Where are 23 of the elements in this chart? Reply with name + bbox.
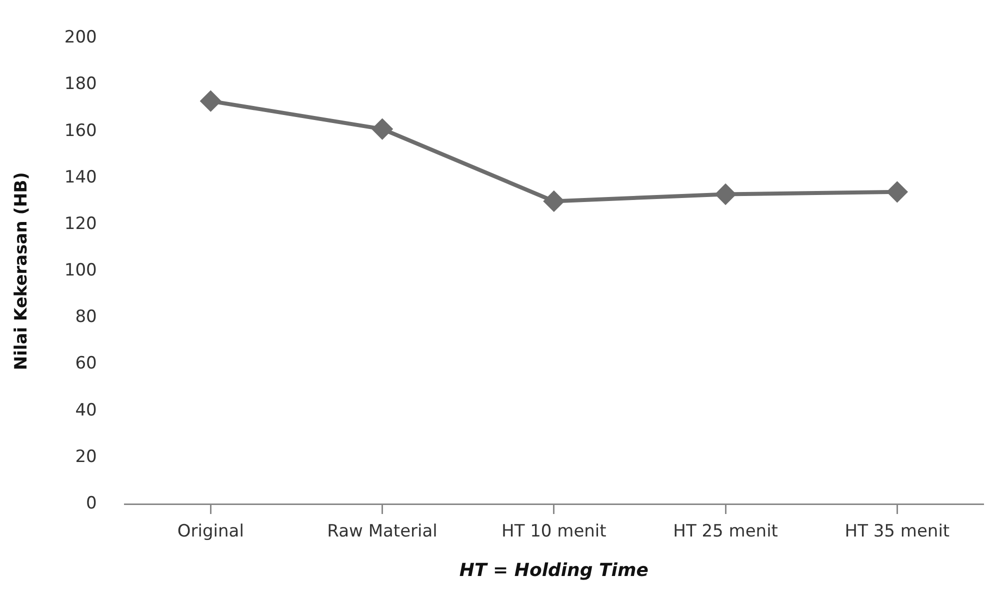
x-tick-label: HT 35 menit xyxy=(844,522,950,542)
x-tick-label: Raw Material xyxy=(327,522,438,542)
x-tick-label: Original xyxy=(177,522,244,542)
point xyxy=(716,184,736,204)
point xyxy=(372,119,392,140)
y-tick-label: 20 xyxy=(75,446,97,467)
x-axis-title: HT = Holding Time xyxy=(459,560,648,581)
point xyxy=(887,182,908,202)
y-tick-label: 200 xyxy=(64,28,97,48)
y-tick-label: 80 xyxy=(75,307,97,328)
y-tick-label: 120 xyxy=(64,214,97,234)
y-axis-title: Nilai Kekerasan (HB) xyxy=(12,172,32,370)
point xyxy=(544,191,564,212)
y-tick-label: 140 xyxy=(64,167,97,188)
y-tick-label: 60 xyxy=(75,354,97,374)
point xyxy=(200,91,221,112)
x-tick-label: HT 25 menit xyxy=(673,522,778,542)
x-tick-label: HT 10 menit xyxy=(502,522,607,542)
y-tick-label: 0 xyxy=(86,493,97,514)
y-tick-label: 100 xyxy=(64,260,97,281)
y-tick-label: 180 xyxy=(64,74,97,94)
y-tick-label: 40 xyxy=(75,400,97,420)
y-tick-label: 160 xyxy=(64,120,97,141)
